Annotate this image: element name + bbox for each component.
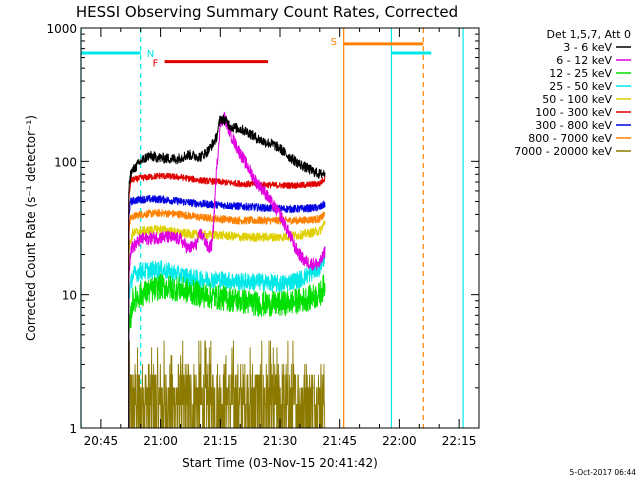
series-line-6-12-kev bbox=[128, 111, 326, 428]
legend-label: 12 - 25 keV bbox=[549, 67, 612, 80]
legend-label: 6 - 12 keV bbox=[556, 54, 612, 67]
legend-label: 3 - 6 keV bbox=[563, 41, 612, 54]
legend-label: 800 - 7000 keV bbox=[528, 132, 612, 145]
legend-label: 300 - 800 keV bbox=[535, 119, 612, 132]
legend-label: 25 - 50 keV bbox=[549, 80, 612, 93]
flag-label-n: N bbox=[147, 49, 154, 60]
legend-label: 100 - 300 keV bbox=[535, 106, 612, 119]
x-tick-label: 21:00 bbox=[143, 434, 178, 448]
legend-label: 7000 - 20000 keV bbox=[514, 145, 612, 158]
series-line-100-300-kev bbox=[128, 172, 326, 428]
flag-label-f: F bbox=[153, 59, 159, 70]
flag-label-s: S bbox=[331, 37, 337, 48]
x-axis-label: Start Time (03-Nov-15 20:41:42) bbox=[182, 456, 378, 470]
y-tick-label: 1000 bbox=[46, 22, 77, 36]
timestamp: 5-Oct-2017 06:44 bbox=[570, 468, 637, 477]
series-line-7000-20000-kev bbox=[128, 340, 326, 429]
series-line-12-25-kev bbox=[128, 273, 326, 428]
legend-header: Det 1,5,7, Att 0 bbox=[547, 28, 631, 41]
x-tick-label: 22:00 bbox=[382, 434, 417, 448]
plot-area: NF S bbox=[80, 28, 464, 429]
series-line-25-50-kev bbox=[128, 246, 326, 428]
x-tick-label: 20:45 bbox=[84, 434, 119, 448]
series-line-300-800-kev bbox=[128, 195, 326, 428]
y-tick-label: 10 bbox=[62, 289, 77, 303]
y-tick-label: 1 bbox=[69, 422, 77, 436]
legend-label: 50 - 100 keV bbox=[542, 93, 612, 106]
x-tick-label: 21:30 bbox=[263, 434, 298, 448]
x-tick-label: 21:45 bbox=[322, 434, 357, 448]
x-tick-label: 22:15 bbox=[442, 434, 477, 448]
y-tick-label: 100 bbox=[54, 155, 77, 169]
series-line-3-6-kev bbox=[128, 114, 326, 428]
series-line-800-7000-kev bbox=[128, 208, 326, 428]
chart-title: HESSI Observing Summary Count Rates, Cor… bbox=[76, 3, 458, 21]
axes: 1 10 100 1000 20:45 21:00 21:15 21:30 21:45 22:00… bbox=[46, 22, 480, 448]
x-tick-label: 21:15 bbox=[203, 434, 238, 448]
y-axis-label: Corrected Count Rate (s⁻¹ detector⁻¹) bbox=[24, 115, 38, 341]
